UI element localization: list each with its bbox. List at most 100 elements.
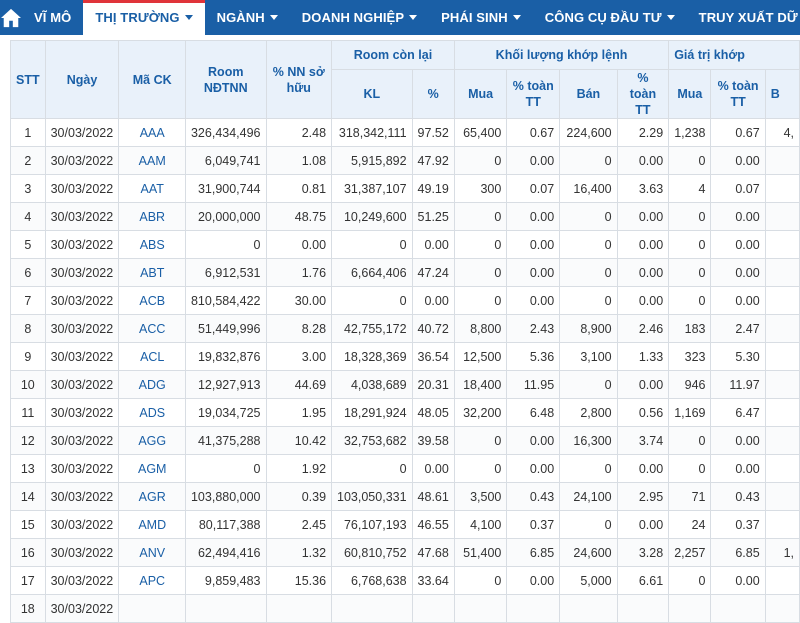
stock-code-link[interactable]: AGM [118, 454, 186, 483]
table-row[interactable]: 18 30/03/2022 [10, 594, 800, 623]
table-row[interactable]: 1 30/03/2022 AAA 326,434,496 2.48 318,342,111… [10, 118, 800, 147]
table-row[interactable]: 10 30/03/2022 ADG 12,927,913 44.69 4,038,689 2… [10, 370, 800, 399]
stock-code-link[interactable]: ACB [118, 286, 186, 315]
header-date[interactable]: Ngày [44, 40, 120, 119]
table-cell: 1.95 [265, 398, 333, 427]
table-cell: 1.32 [265, 538, 333, 567]
nav-item-1[interactable]: THỊ TRƯỜNG [83, 0, 205, 35]
table-cell: 0.00 [506, 426, 561, 455]
stock-code-link[interactable]: AGG [118, 426, 186, 455]
table-row[interactable]: 6 30/03/2022 ABT 6,912,531 1.76 6,664,406 47.2… [10, 258, 800, 287]
table-cell: 0.00 [710, 286, 766, 315]
table-cell: 30/03/2022 [44, 538, 120, 567]
stock-code-link[interactable]: ANV [118, 538, 186, 567]
table-cell: 0.00 [616, 454, 670, 483]
table-row[interactable]: 13 30/03/2022 AGM 0 1.92 0 0.00 0 0.00 0 0.00 0 0.00 [10, 454, 800, 483]
table-cell: 0.00 [616, 202, 670, 231]
table-cell: 6,664,406 [331, 258, 413, 287]
table-cell: 0.00 [506, 202, 561, 231]
table-cell: 0.00 [710, 566, 766, 595]
table-cell: 11 [10, 398, 46, 427]
nav-item-3[interactable]: DOANH NGHIỆP [290, 0, 429, 35]
header-foreign-pct[interactable]: % NN sở hữu [265, 40, 333, 119]
table-cell: 16 [10, 538, 46, 567]
table-cell: 0 [453, 146, 508, 175]
table-cell: 10.42 [265, 426, 333, 455]
table-cell: 0.00 [616, 370, 670, 399]
table-row[interactable]: 15 30/03/2022 AMD 80,117,388 2.45 76,107,193 4… [10, 510, 800, 539]
table-cell: 0 [453, 426, 508, 455]
header-volume-buy-pct[interactable]: % toàn TT [506, 69, 561, 119]
table-cell: 2.45 [265, 510, 333, 539]
table-cell [764, 454, 800, 483]
stock-code-link[interactable]: ADS [118, 398, 186, 427]
nav-item-0[interactable]: VĨ MÔ [22, 0, 83, 35]
table-cell: 1.92 [265, 454, 333, 483]
header-value-buy[interactable]: Mua [668, 69, 712, 119]
table-cell: 0 [668, 286, 712, 315]
stock-code-link[interactable]: APC [118, 566, 186, 595]
table-cell: 326,434,496 [184, 118, 267, 147]
header-room[interactable]: Room NĐTNN [184, 40, 267, 119]
header-room-left-pct[interactable]: % [411, 69, 455, 119]
stock-code-link[interactable]: ACC [118, 314, 186, 343]
nav-item-6[interactable]: TRUY XUẤT DỮ LIỆU [687, 0, 800, 35]
header-code[interactable]: Mã CK [118, 40, 186, 119]
table-cell: 1,169 [668, 398, 712, 427]
table-cell: 2.95 [616, 482, 670, 511]
table-row[interactable]: 14 30/03/2022 AGR 103,880,000 0.39 103,050,33… [10, 482, 800, 511]
table-cell: 60,810,752 [331, 538, 413, 567]
table-cell: 0.00 [506, 566, 561, 595]
table-row[interactable]: 16 30/03/2022 ANV 62,494,416 1.32 60,810,752 4… [10, 538, 800, 567]
stock-code-link[interactable]: ABR [118, 202, 186, 231]
table-cell: 323 [668, 342, 712, 371]
table-row[interactable]: 2 30/03/2022 AAM 6,049,741 1.08 5,915,892 47.9… [10, 146, 800, 175]
header-value-buy-pct[interactable]: % toàn TT [710, 69, 766, 119]
nav-item-5[interactable]: CÔNG CỤ ĐẦU TƯ [533, 0, 687, 35]
table-cell: 6.85 [506, 538, 561, 567]
table-cell: 0 [668, 202, 712, 231]
table-cell: 0.00 [616, 230, 670, 259]
stock-code-link[interactable]: AAA [118, 118, 186, 147]
table-cell: 3.74 [616, 426, 670, 455]
stock-code-link[interactable]: AMD [118, 510, 186, 539]
table-row[interactable]: 9 30/03/2022 ACL 19,832,876 3.00 18,328,369 36… [10, 342, 800, 371]
header-room-left-kl[interactable]: KL [331, 69, 413, 119]
header-volume-sell-pct[interactable]: % toàn TT [616, 69, 670, 119]
stock-code-link[interactable] [118, 594, 186, 623]
header-volume-sell[interactable]: Bán [559, 69, 618, 119]
table-row[interactable]: 3 30/03/2022 AAT 31,900,744 0.81 31,387,107 49… [10, 174, 800, 203]
table-cell: 0.00 [710, 146, 766, 175]
stock-code-link[interactable]: AAM [118, 146, 186, 175]
table-row[interactable]: 11 30/03/2022 ADS 19,034,725 1.95 18,291,924 4… [10, 398, 800, 427]
table-cell: 30/03/2022 [44, 342, 120, 371]
table-row[interactable]: 4 30/03/2022 ABR 20,000,000 48.75 10,249,600 5… [10, 202, 800, 231]
header-value-sell[interactable]: B [764, 69, 800, 119]
table-row[interactable]: 17 30/03/2022 APC 9,859,483 15.36 6,768,638 33… [10, 566, 800, 595]
stock-code-link[interactable]: ABT [118, 258, 186, 287]
header-volume-buy[interactable]: Mua [453, 69, 508, 119]
table-cell: 4 [10, 202, 46, 231]
table-row[interactable]: 5 30/03/2022 ABS 0 0.00 0 0.00 0 0.00 0 0.00 0 0.00 [10, 230, 800, 259]
table-cell: 8.28 [265, 314, 333, 343]
header-stt[interactable]: STT [10, 40, 46, 119]
table-cell: 2.43 [506, 314, 561, 343]
nav-item-2[interactable]: NGÀNH [205, 0, 290, 35]
table-row[interactable]: 12 30/03/2022 AGG 41,375,288 10.42 32,753,682… [10, 426, 800, 455]
table-cell: 30/03/2022 [44, 258, 120, 287]
table-cell: 4,100 [453, 510, 508, 539]
stock-code-link[interactable]: ABS [118, 230, 186, 259]
table-cell: 30/03/2022 [44, 454, 120, 483]
table-row[interactable]: 7 30/03/2022 ACB 810,584,422 30.00 0 0.00 0 0.00… [10, 286, 800, 315]
table-cell: 0.56 [616, 398, 670, 427]
table-cell: 0 [559, 510, 618, 539]
stock-code-link[interactable]: AGR [118, 482, 186, 511]
table-row[interactable]: 8 30/03/2022 ACC 51,449,996 8.28 42,755,172 40… [10, 314, 800, 343]
stock-code-link[interactable]: ADG [118, 370, 186, 399]
nav-item-label: TRUY XUẤT DỮ LIỆU [698, 10, 800, 25]
nav-item-4[interactable]: PHÁI SINH [429, 0, 533, 35]
stock-code-link[interactable]: ACL [118, 342, 186, 371]
stock-code-link[interactable]: AAT [118, 174, 186, 203]
home-button[interactable] [0, 0, 22, 35]
table-cell: 49.19 [411, 174, 455, 203]
